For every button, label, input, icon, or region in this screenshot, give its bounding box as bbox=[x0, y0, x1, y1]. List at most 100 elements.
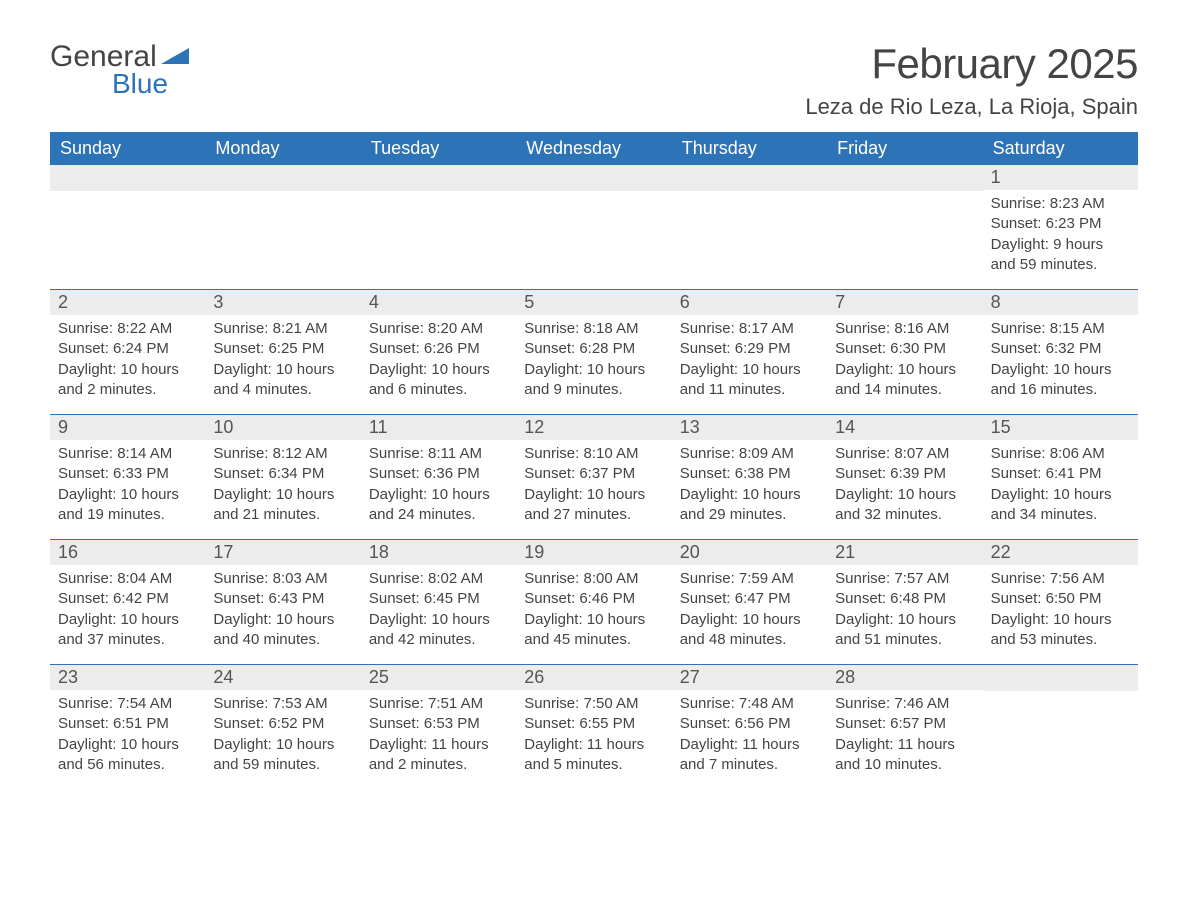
day-details: Sunrise: 8:18 AMSunset: 6:28 PMDaylight:… bbox=[516, 315, 671, 414]
day-number: 16 bbox=[50, 540, 205, 565]
day-cell bbox=[672, 165, 827, 289]
day-number: 20 bbox=[672, 540, 827, 565]
day-details: Sunrise: 7:48 AMSunset: 6:56 PMDaylight:… bbox=[672, 690, 827, 789]
weekday-header: Wednesday bbox=[516, 132, 671, 165]
weekday-header: Sunday bbox=[50, 132, 205, 165]
day-number: 28 bbox=[827, 665, 982, 690]
day-number: 12 bbox=[516, 415, 671, 440]
day-details: Sunrise: 8:17 AMSunset: 6:29 PMDaylight:… bbox=[672, 315, 827, 414]
day-details: Sunrise: 8:11 AMSunset: 6:36 PMDaylight:… bbox=[361, 440, 516, 539]
day-cell: 21Sunrise: 7:57 AMSunset: 6:48 PMDayligh… bbox=[827, 540, 982, 664]
day-cell: 2Sunrise: 8:22 AMSunset: 6:24 PMDaylight… bbox=[50, 290, 205, 414]
day-details: Sunrise: 8:12 AMSunset: 6:34 PMDaylight:… bbox=[205, 440, 360, 539]
week-row: 9Sunrise: 8:14 AMSunset: 6:33 PMDaylight… bbox=[50, 414, 1138, 539]
day-cell: 17Sunrise: 8:03 AMSunset: 6:43 PMDayligh… bbox=[205, 540, 360, 664]
day-details: Sunrise: 8:03 AMSunset: 6:43 PMDaylight:… bbox=[205, 565, 360, 664]
day-details: Sunrise: 8:16 AMSunset: 6:30 PMDaylight:… bbox=[827, 315, 982, 414]
day-details: Sunrise: 7:46 AMSunset: 6:57 PMDaylight:… bbox=[827, 690, 982, 789]
day-number: 14 bbox=[827, 415, 982, 440]
day-cell: 9Sunrise: 8:14 AMSunset: 6:33 PMDaylight… bbox=[50, 415, 205, 539]
day-number: 9 bbox=[50, 415, 205, 440]
day-details: Sunrise: 8:22 AMSunset: 6:24 PMDaylight:… bbox=[50, 315, 205, 414]
day-number: 24 bbox=[205, 665, 360, 690]
day-details: Sunrise: 8:06 AMSunset: 6:41 PMDaylight:… bbox=[983, 440, 1138, 539]
day-details: Sunrise: 8:15 AMSunset: 6:32 PMDaylight:… bbox=[983, 315, 1138, 414]
day-cell bbox=[983, 665, 1138, 789]
day-cell: 16Sunrise: 8:04 AMSunset: 6:42 PMDayligh… bbox=[50, 540, 205, 664]
day-details: Sunrise: 8:09 AMSunset: 6:38 PMDaylight:… bbox=[672, 440, 827, 539]
day-cell: 8Sunrise: 8:15 AMSunset: 6:32 PMDaylight… bbox=[983, 290, 1138, 414]
day-details: Sunrise: 7:57 AMSunset: 6:48 PMDaylight:… bbox=[827, 565, 982, 664]
day-cell: 27Sunrise: 7:48 AMSunset: 6:56 PMDayligh… bbox=[672, 665, 827, 789]
day-number: 17 bbox=[205, 540, 360, 565]
day-number: 6 bbox=[672, 290, 827, 315]
week-row: 1Sunrise: 8:23 AMSunset: 6:23 PMDaylight… bbox=[50, 165, 1138, 289]
day-cell: 13Sunrise: 8:09 AMSunset: 6:38 PMDayligh… bbox=[672, 415, 827, 539]
day-cell: 20Sunrise: 7:59 AMSunset: 6:47 PMDayligh… bbox=[672, 540, 827, 664]
day-number: 1 bbox=[983, 165, 1138, 190]
day-details: Sunrise: 7:59 AMSunset: 6:47 PMDaylight:… bbox=[672, 565, 827, 664]
empty-day-header bbox=[361, 165, 516, 191]
header: General Blue February 2025 Leza de Rio L… bbox=[50, 40, 1138, 120]
brand-logo: General Blue bbox=[50, 40, 189, 100]
empty-day-header bbox=[827, 165, 982, 191]
empty-day-header bbox=[516, 165, 671, 191]
day-cell: 11Sunrise: 8:11 AMSunset: 6:36 PMDayligh… bbox=[361, 415, 516, 539]
weekday-header: Monday bbox=[205, 132, 360, 165]
day-cell bbox=[361, 165, 516, 289]
day-cell: 10Sunrise: 8:12 AMSunset: 6:34 PMDayligh… bbox=[205, 415, 360, 539]
day-number: 27 bbox=[672, 665, 827, 690]
weekday-header: Tuesday bbox=[361, 132, 516, 165]
day-number: 7 bbox=[827, 290, 982, 315]
day-number: 13 bbox=[672, 415, 827, 440]
day-number: 10 bbox=[205, 415, 360, 440]
day-details: Sunrise: 7:54 AMSunset: 6:51 PMDaylight:… bbox=[50, 690, 205, 789]
weekday-header: Saturday bbox=[983, 132, 1138, 165]
day-number: 3 bbox=[205, 290, 360, 315]
day-details: Sunrise: 7:56 AMSunset: 6:50 PMDaylight:… bbox=[983, 565, 1138, 664]
day-number: 18 bbox=[361, 540, 516, 565]
day-cell bbox=[50, 165, 205, 289]
month-title: February 2025 bbox=[805, 40, 1138, 88]
day-cell: 18Sunrise: 8:02 AMSunset: 6:45 PMDayligh… bbox=[361, 540, 516, 664]
day-cell: 6Sunrise: 8:17 AMSunset: 6:29 PMDaylight… bbox=[672, 290, 827, 414]
day-cell: 26Sunrise: 7:50 AMSunset: 6:55 PMDayligh… bbox=[516, 665, 671, 789]
day-cell bbox=[827, 165, 982, 289]
day-cell: 4Sunrise: 8:20 AMSunset: 6:26 PMDaylight… bbox=[361, 290, 516, 414]
empty-day-header bbox=[50, 165, 205, 191]
day-cell: 3Sunrise: 8:21 AMSunset: 6:25 PMDaylight… bbox=[205, 290, 360, 414]
day-details: Sunrise: 8:21 AMSunset: 6:25 PMDaylight:… bbox=[205, 315, 360, 414]
day-details: Sunrise: 8:00 AMSunset: 6:46 PMDaylight:… bbox=[516, 565, 671, 664]
day-cell: 15Sunrise: 8:06 AMSunset: 6:41 PMDayligh… bbox=[983, 415, 1138, 539]
location-text: Leza de Rio Leza, La Rioja, Spain bbox=[805, 94, 1138, 120]
day-details: Sunrise: 8:07 AMSunset: 6:39 PMDaylight:… bbox=[827, 440, 982, 539]
day-details: Sunrise: 7:50 AMSunset: 6:55 PMDaylight:… bbox=[516, 690, 671, 789]
day-cell: 22Sunrise: 7:56 AMSunset: 6:50 PMDayligh… bbox=[983, 540, 1138, 664]
week-row: 2Sunrise: 8:22 AMSunset: 6:24 PMDaylight… bbox=[50, 289, 1138, 414]
day-cell: 19Sunrise: 8:00 AMSunset: 6:46 PMDayligh… bbox=[516, 540, 671, 664]
day-details: Sunrise: 7:53 AMSunset: 6:52 PMDaylight:… bbox=[205, 690, 360, 789]
day-number: 23 bbox=[50, 665, 205, 690]
week-row: 23Sunrise: 7:54 AMSunset: 6:51 PMDayligh… bbox=[50, 664, 1138, 789]
title-block: February 2025 Leza de Rio Leza, La Rioja… bbox=[805, 40, 1138, 120]
day-number: 8 bbox=[983, 290, 1138, 315]
empty-day-header bbox=[983, 665, 1138, 691]
weekday-header: Thursday bbox=[672, 132, 827, 165]
day-details: Sunrise: 7:51 AMSunset: 6:53 PMDaylight:… bbox=[361, 690, 516, 789]
day-details: Sunrise: 8:23 AMSunset: 6:23 PMDaylight:… bbox=[983, 190, 1138, 289]
day-cell: 25Sunrise: 7:51 AMSunset: 6:53 PMDayligh… bbox=[361, 665, 516, 789]
day-number: 4 bbox=[361, 290, 516, 315]
weekday-header: Friday bbox=[827, 132, 982, 165]
day-cell: 5Sunrise: 8:18 AMSunset: 6:28 PMDaylight… bbox=[516, 290, 671, 414]
week-row: 16Sunrise: 8:04 AMSunset: 6:42 PMDayligh… bbox=[50, 539, 1138, 664]
day-number: 19 bbox=[516, 540, 671, 565]
day-cell: 12Sunrise: 8:10 AMSunset: 6:37 PMDayligh… bbox=[516, 415, 671, 539]
calendar: SundayMondayTuesdayWednesdayThursdayFrid… bbox=[50, 132, 1138, 789]
day-number: 5 bbox=[516, 290, 671, 315]
empty-day-header bbox=[672, 165, 827, 191]
day-details: Sunrise: 8:02 AMSunset: 6:45 PMDaylight:… bbox=[361, 565, 516, 664]
day-cell bbox=[205, 165, 360, 289]
day-cell bbox=[516, 165, 671, 289]
day-details: Sunrise: 8:10 AMSunset: 6:37 PMDaylight:… bbox=[516, 440, 671, 539]
day-cell: 24Sunrise: 7:53 AMSunset: 6:52 PMDayligh… bbox=[205, 665, 360, 789]
